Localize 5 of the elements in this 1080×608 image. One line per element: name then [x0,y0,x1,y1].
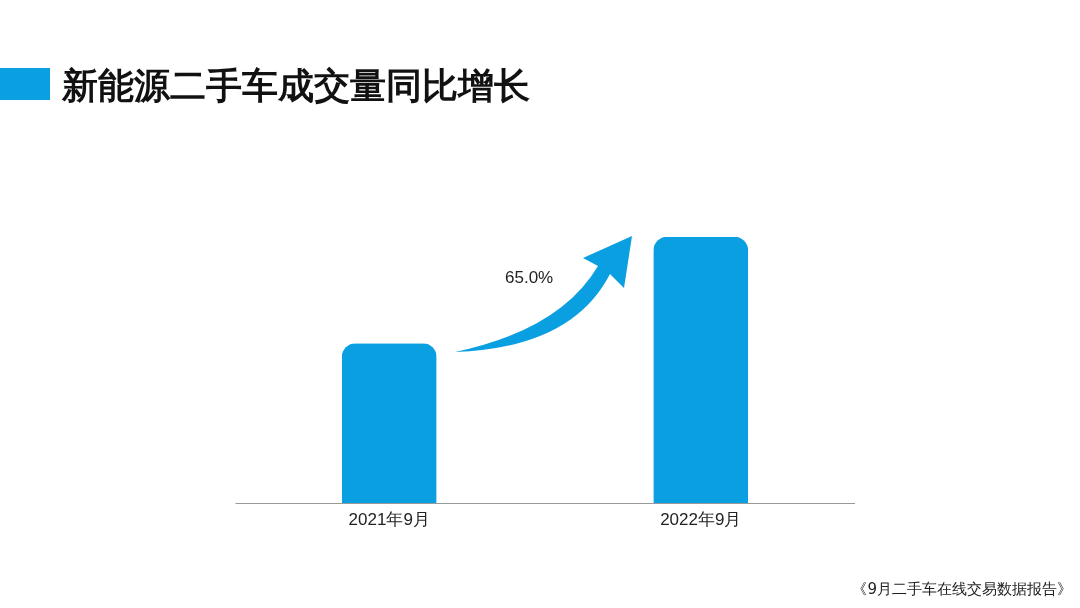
x-tick-label: 2022年9月 [660,509,742,529]
text: 《9月二手车在线交易数据报告》 [852,580,1072,599]
x-tick-label: 2021年9月 [348,509,430,529]
chart-title: 新能源二手车成交量同比增长 [62,64,530,108]
annotation: 65.0% [505,268,554,288]
